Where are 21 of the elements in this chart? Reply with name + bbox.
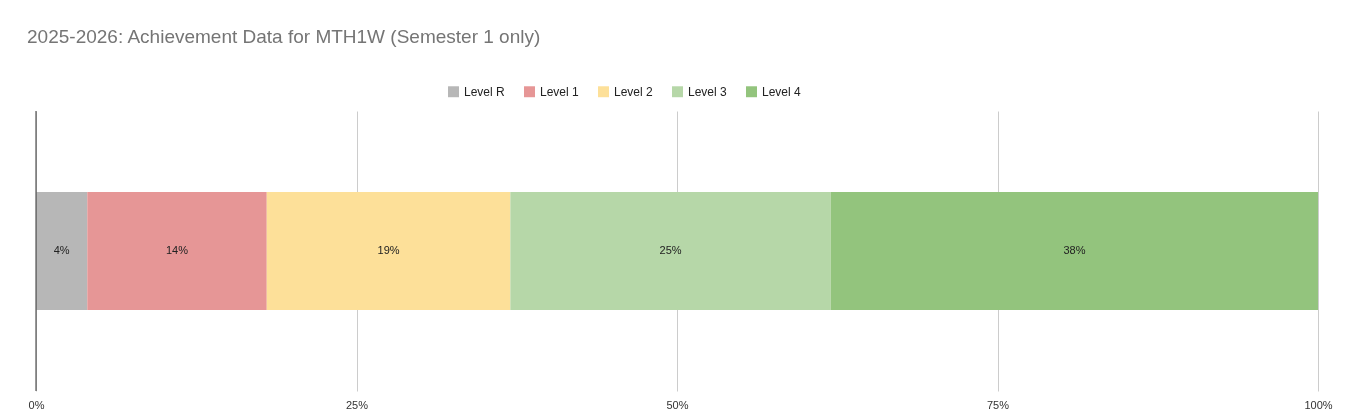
x-tick-label: 0% — [28, 398, 45, 411]
x-tick-label: 25% — [345, 398, 369, 411]
bar — [36, 192, 88, 310]
legend-label: Level 1 — [540, 84, 580, 99]
chart-title: 2025-2026: Achievement Data for MTH1W (Semester 1 only) — [27, 26, 541, 47]
legend-label: Level R — [464, 84, 506, 99]
data-label: 19% — [377, 244, 400, 256]
data-label: 25% — [659, 244, 682, 256]
bar — [87, 192, 267, 310]
bar — [830, 192, 1318, 310]
data-label: 4% — [53, 244, 70, 256]
bar — [266, 192, 511, 310]
bar — [510, 192, 831, 310]
legend-label: Level 4 — [762, 84, 802, 99]
x-tick-label: 50% — [666, 398, 689, 411]
data-label: 38% — [1063, 244, 1086, 256]
x-tick-label: 75% — [986, 398, 1010, 411]
data-label: 14% — [166, 244, 189, 256]
legend-label: Level 2 — [614, 84, 654, 99]
x-tick-label: 100% — [1304, 398, 1333, 411]
legend-label: Level 3 — [688, 84, 728, 99]
